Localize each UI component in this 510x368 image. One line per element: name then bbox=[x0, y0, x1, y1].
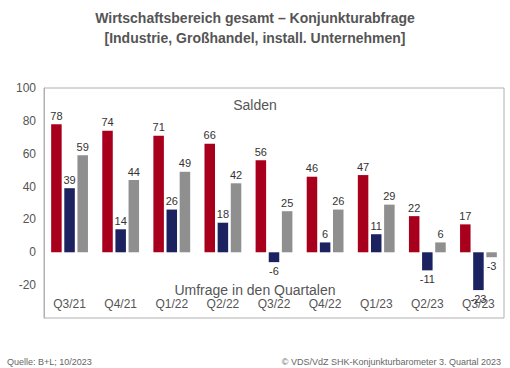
svg-text:80: 80 bbox=[23, 114, 37, 128]
svg-text:-6: -6 bbox=[269, 265, 279, 277]
svg-text:Q4/22: Q4/22 bbox=[309, 297, 342, 311]
svg-text:Q1/23: Q1/23 bbox=[360, 297, 393, 311]
svg-text:6: 6 bbox=[322, 228, 328, 240]
svg-text:Q4/21: Q4/21 bbox=[104, 297, 137, 311]
svg-text:17: 17 bbox=[459, 210, 471, 222]
svg-text:39: 39 bbox=[63, 174, 75, 186]
svg-text:-3: -3 bbox=[487, 260, 497, 272]
svg-text:59: 59 bbox=[77, 141, 89, 153]
svg-text:Umfrage in den Quartalen: Umfrage in den Quartalen bbox=[174, 282, 335, 298]
svg-text:Q1/22: Q1/22 bbox=[155, 297, 188, 311]
svg-text:Salden: Salden bbox=[233, 97, 277, 113]
svg-text:Q3/22: Q3/22 bbox=[258, 297, 291, 311]
svg-text:0: 0 bbox=[29, 245, 36, 259]
svg-text:© VDS/VdZ SHK-Konjunkturbarome: © VDS/VdZ SHK-Konjunkturbarometer 3. Qua… bbox=[282, 357, 501, 367]
svg-text:22: 22 bbox=[408, 202, 420, 214]
svg-text:25: 25 bbox=[281, 197, 293, 209]
svg-text:Q2/23: Q2/23 bbox=[411, 297, 444, 311]
svg-text:74: 74 bbox=[101, 116, 113, 128]
svg-text:49: 49 bbox=[179, 157, 191, 169]
svg-text:26: 26 bbox=[166, 195, 178, 207]
svg-text:100: 100 bbox=[16, 81, 36, 95]
svg-text:42: 42 bbox=[230, 169, 242, 181]
svg-text:11: 11 bbox=[371, 220, 382, 232]
svg-text:40: 40 bbox=[23, 180, 37, 194]
svg-text:56: 56 bbox=[255, 146, 267, 158]
svg-text:66: 66 bbox=[204, 129, 216, 141]
svg-text:Q2/22: Q2/22 bbox=[207, 297, 240, 311]
svg-text:26: 26 bbox=[332, 195, 344, 207]
svg-text:Wirtschaftsbereich gesamt – Ko: Wirtschaftsbereich gesamt – Konjunkturab… bbox=[95, 10, 415, 26]
svg-text:29: 29 bbox=[383, 190, 395, 202]
svg-text:Q3/21: Q3/21 bbox=[53, 297, 86, 311]
svg-text:71: 71 bbox=[153, 121, 165, 133]
svg-text:-20: -20 bbox=[19, 278, 37, 292]
svg-text:14: 14 bbox=[115, 215, 127, 227]
svg-text:60: 60 bbox=[23, 147, 37, 161]
svg-text:-23: -23 bbox=[470, 293, 486, 305]
svg-text:78: 78 bbox=[50, 110, 62, 122]
svg-text:-11: -11 bbox=[420, 273, 435, 285]
svg-text:20: 20 bbox=[23, 212, 37, 226]
svg-text:[Industrie, Großhandel, instal: [Industrie, Großhandel, install. Unterne… bbox=[104, 30, 405, 46]
svg-text:47: 47 bbox=[357, 161, 369, 173]
svg-text:Q3/23: Q3/23 bbox=[462, 297, 495, 311]
svg-text:18: 18 bbox=[217, 208, 229, 220]
svg-text:46: 46 bbox=[306, 162, 318, 174]
svg-text:Quelle: B+L; 10/2023: Quelle: B+L; 10/2023 bbox=[7, 357, 92, 367]
svg-text:6: 6 bbox=[437, 228, 443, 240]
svg-text:44: 44 bbox=[128, 166, 140, 178]
